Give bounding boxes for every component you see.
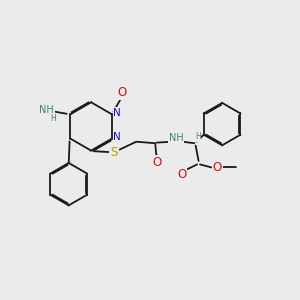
Text: O: O xyxy=(118,86,127,99)
Text: S: S xyxy=(110,146,118,159)
Text: O: O xyxy=(212,161,222,174)
Text: NH: NH xyxy=(39,105,54,115)
Text: N: N xyxy=(113,132,121,142)
Text: H: H xyxy=(195,132,201,141)
Text: O: O xyxy=(177,168,186,181)
Text: O: O xyxy=(152,156,161,169)
Text: NH: NH xyxy=(169,133,183,143)
Text: H: H xyxy=(50,114,56,123)
Text: N: N xyxy=(113,108,121,118)
